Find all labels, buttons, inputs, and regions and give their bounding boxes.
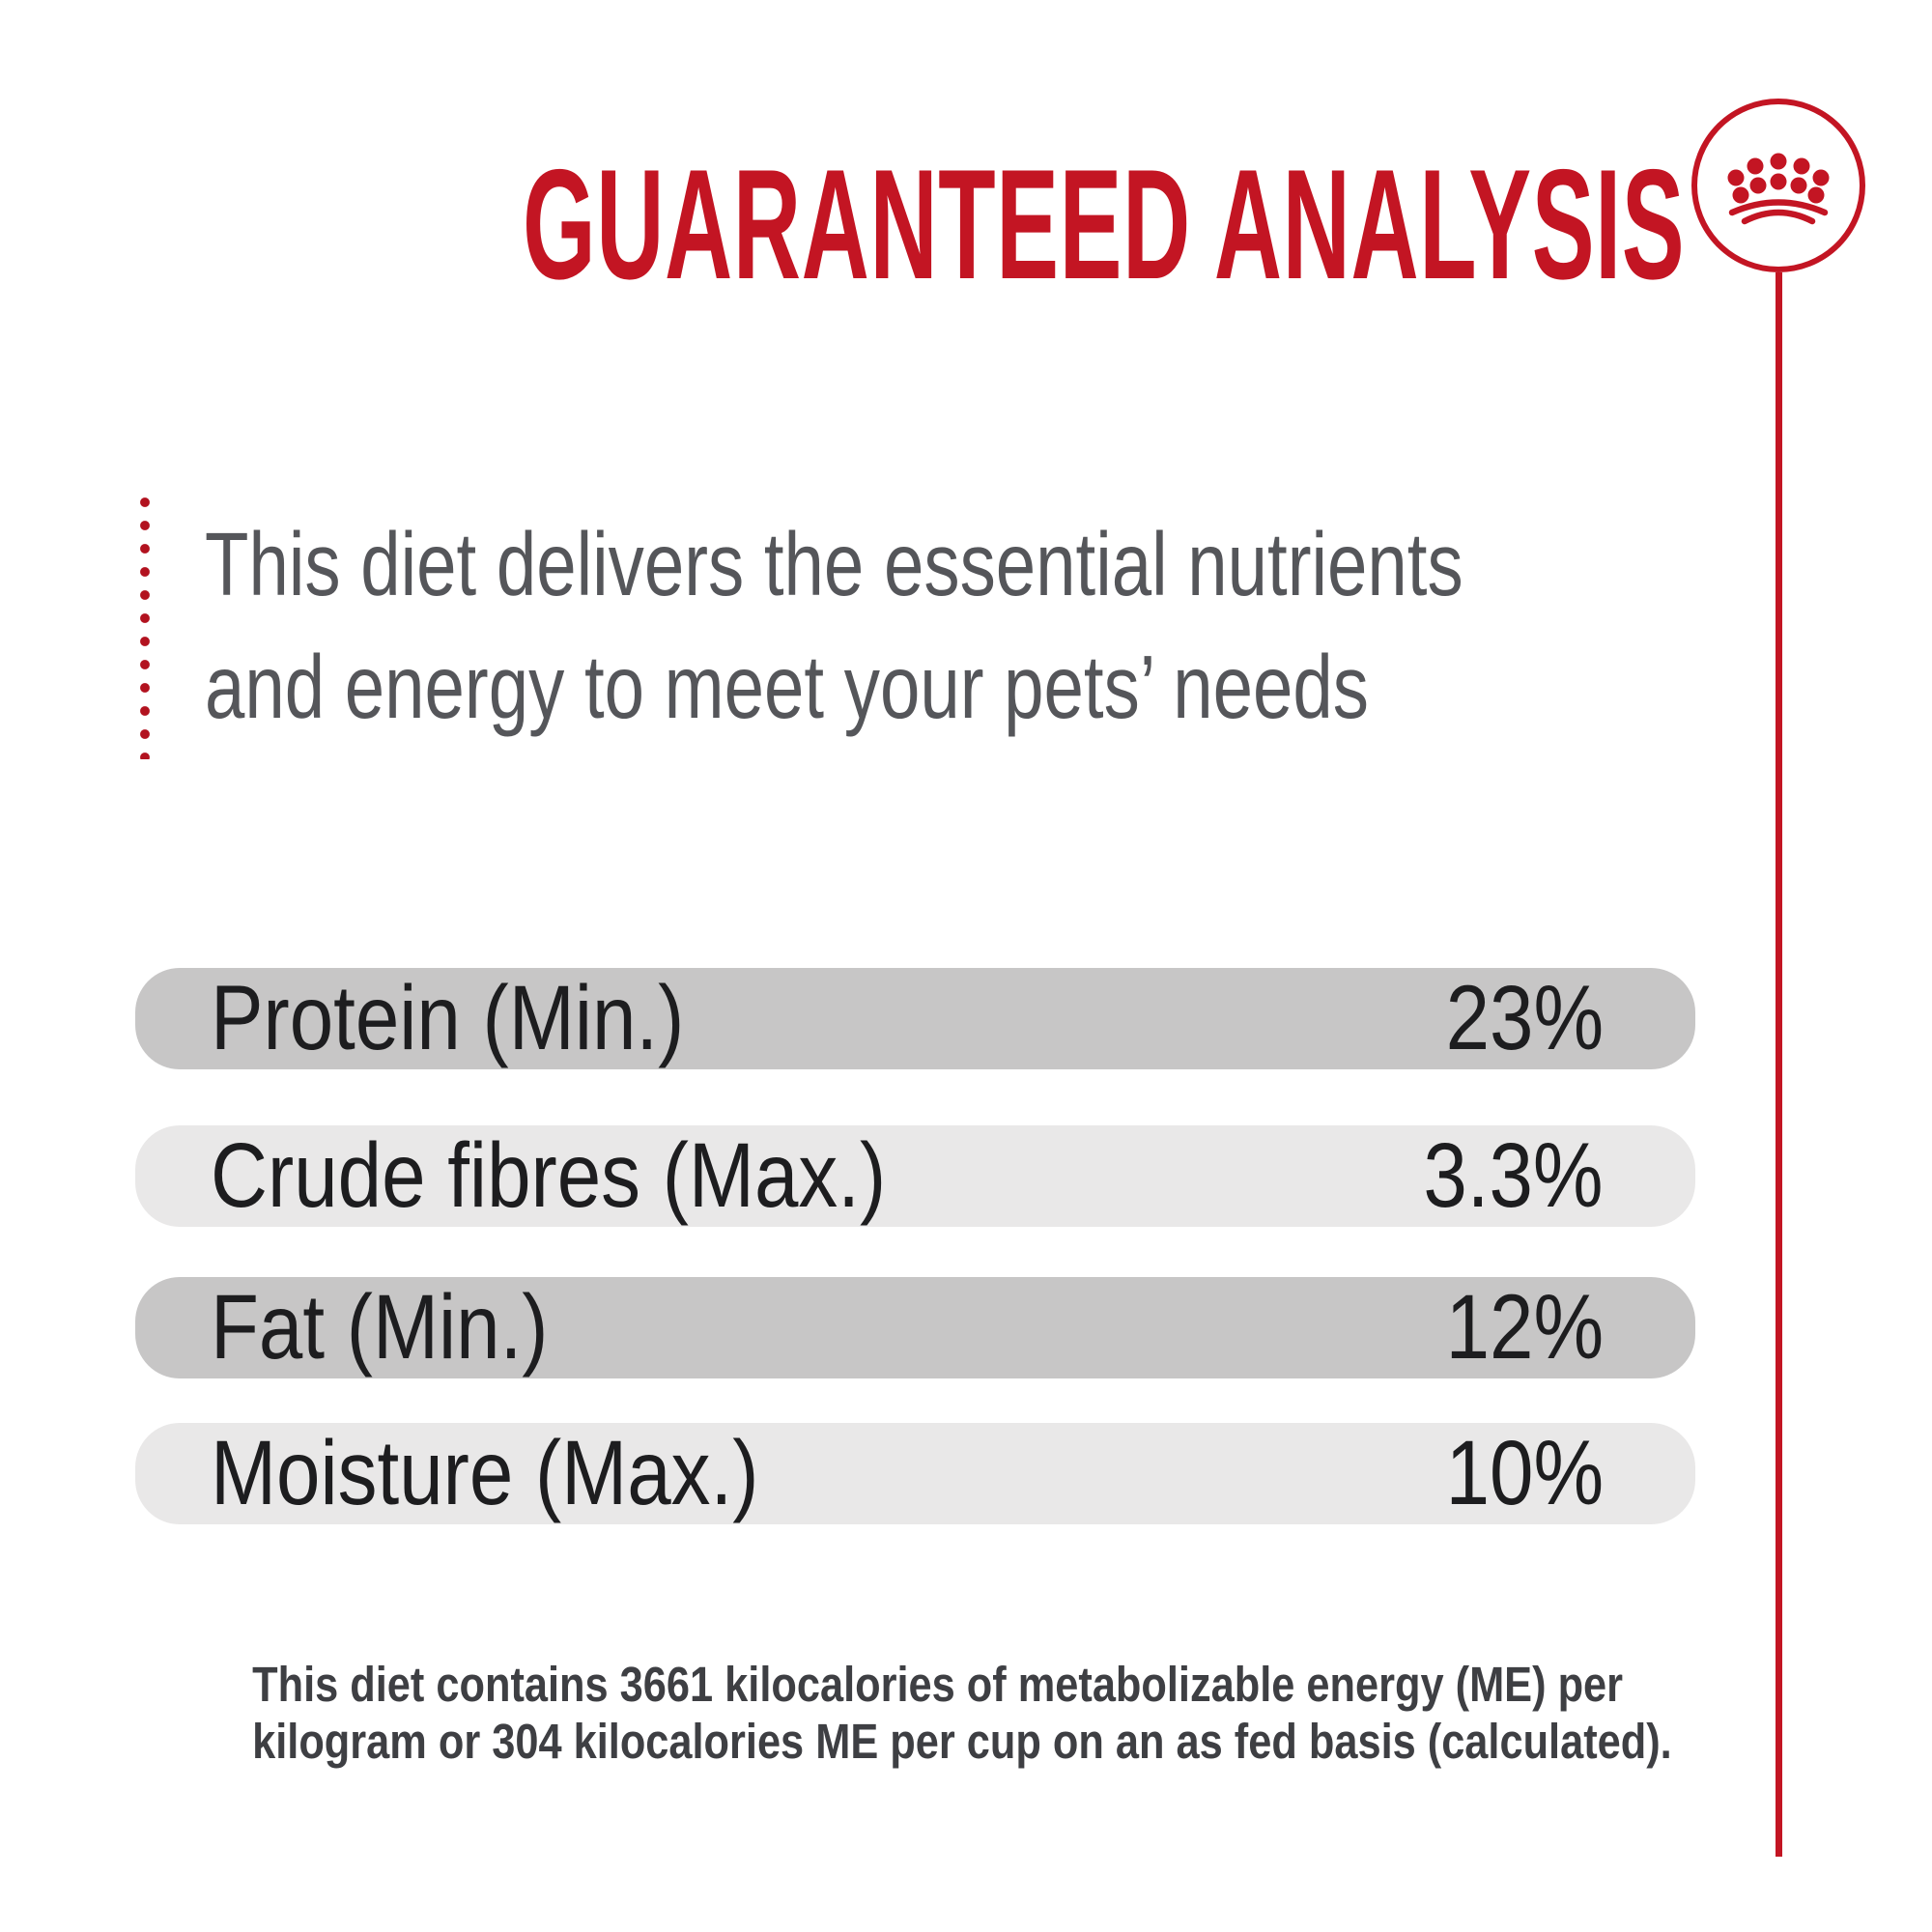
table-row-protein: Protein (Min.) 23% <box>135 967 1695 1069</box>
note-line-2: kilogram or 304 kilocalories ME per cup … <box>252 1714 1672 1769</box>
note-line-1: This diet contains 3661 kilocalories of … <box>252 1657 1624 1712</box>
table-row-moisture: Moisture (Max.) 10% <box>135 1422 1695 1524</box>
row-value: 10% <box>1445 1422 1604 1524</box>
row-value: 3.3% <box>1423 1124 1604 1227</box>
intro-line-2: and energy to meet your pets’ needs <box>205 637 1369 737</box>
dotted-accent-line <box>140 491 150 759</box>
intro-text: This diet delivers the essential nutrien… <box>205 503 1847 749</box>
row-label: Crude fibres (Max.) <box>211 1124 887 1227</box>
row-label: Fat (Min.) <box>211 1276 549 1378</box>
table-row-fat: Fat (Min.) 12% <box>135 1276 1695 1378</box>
row-label: Moisture (Max.) <box>211 1422 759 1524</box>
page-title: GUARANTEED ANALYSIS <box>135 145 1695 304</box>
table-row-crude-fibres: Crude fibres (Max.) 3.3% <box>135 1124 1695 1227</box>
page-title-text: GUARANTEED ANALYSIS <box>523 137 1686 312</box>
row-value: 23% <box>1445 967 1604 1069</box>
royal-canin-crown-icon <box>1691 99 1865 272</box>
brand-vertical-line <box>1776 272 1782 1857</box>
intro-line-1: This diet delivers the essential nutrien… <box>205 514 1463 614</box>
row-label: Protein (Min.) <box>211 967 685 1069</box>
row-value: 12% <box>1445 1276 1604 1378</box>
calorie-content-note: This diet contains 3661 kilocalories of … <box>135 1656 1695 1770</box>
